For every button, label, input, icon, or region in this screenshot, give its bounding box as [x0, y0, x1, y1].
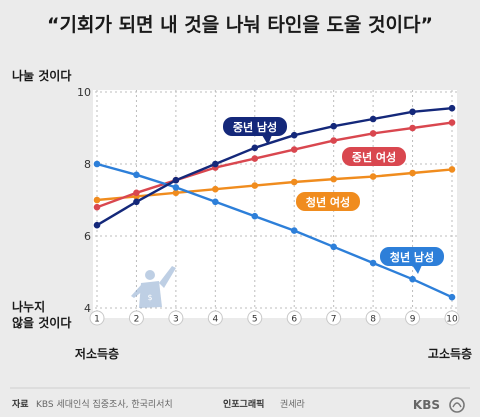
data-point: [369, 173, 377, 180]
headline: “기회가 되면 내 것을 나눠 타인을 도울 것이다”: [47, 14, 433, 36]
tag-midage-male: 중년 남성: [223, 117, 287, 145]
data-point: [448, 293, 456, 301]
series-lines: [93, 104, 456, 301]
y-tick-label: 6: [84, 230, 91, 243]
y-axis: 4 6 8 10: [77, 86, 91, 315]
data-point: [172, 176, 180, 184]
data-point: [409, 169, 416, 177]
data-point: [251, 182, 259, 189]
x-tick-label: 5: [252, 315, 258, 325]
x-tick-badge: [444, 310, 460, 326]
x-tick-badge: [128, 310, 144, 326]
data-point: [290, 178, 298, 186]
svg-text:$: $: [147, 293, 152, 302]
series-line: [96, 168, 453, 202]
person-silhouette-icon: $: [131, 266, 176, 308]
x-tick-label: 3: [173, 315, 179, 325]
tag-young-female: 청년 여성: [296, 192, 360, 211]
data-point: [369, 130, 377, 137]
x-tick-badge: [168, 310, 184, 326]
x-tick-label: 1: [94, 315, 100, 325]
data-point: [448, 166, 456, 173]
x-tick-label: 6: [291, 315, 297, 325]
data-point: [330, 122, 337, 130]
x-tick-badge: [207, 310, 223, 326]
data-point: [93, 221, 101, 229]
tag-young-female-text: 청년 여성: [306, 195, 350, 209]
data-point: [212, 198, 219, 206]
data-point: [93, 160, 101, 168]
x-axis-label-left: 저소득층: [75, 346, 119, 361]
y-tick-label: 4: [84, 302, 91, 315]
data-point: [251, 212, 259, 220]
kbs-logo-text: KBS: [413, 398, 440, 412]
data-point: [448, 119, 456, 126]
data-point: [172, 189, 180, 197]
data-point: [409, 108, 416, 116]
data-point: [409, 124, 416, 132]
tag-midage-female: 중년 여성: [342, 147, 406, 166]
tag-midage-female-text: 중년 여성: [352, 150, 396, 164]
data-point: [409, 275, 416, 283]
source-text: KBS 세대인식 집중조사, 한국리서치: [36, 398, 173, 410]
data-point: [369, 115, 377, 123]
y-axis-label-top: 나눌 것이다: [12, 68, 71, 83]
kbs-logo: KBS: [413, 397, 465, 413]
tag-midage-male-text: 중년 남성: [233, 120, 277, 134]
data-point: [290, 146, 298, 153]
y-axis-label-bottom-line2: 않을 것이다: [12, 315, 71, 330]
series-line: [96, 162, 453, 299]
x-tick-badge: [286, 310, 302, 326]
data-point: [330, 243, 337, 251]
data-point: [330, 137, 337, 144]
data-point: [369, 259, 377, 267]
infographic-author: 권세라: [280, 398, 306, 410]
x-tick-label: 9: [410, 315, 416, 325]
data-point: [93, 203, 101, 211]
data-point: [172, 184, 180, 191]
x-tick-label: 7: [331, 315, 337, 325]
x-tick-label: 8: [370, 315, 376, 325]
y-axis-label-bottom-line1: 나누지: [12, 299, 45, 314]
data-point: [330, 175, 337, 183]
y-tick-label: 8: [84, 158, 91, 171]
x-tick-label: 10: [446, 315, 458, 325]
data-point: [93, 196, 101, 204]
x-tick-label: 4: [212, 315, 218, 325]
source-label: 자료: [12, 398, 29, 410]
x-tick-badge: [365, 310, 381, 326]
x-tick-label: 2: [134, 315, 140, 325]
y-tick-label: 10: [77, 86, 91, 99]
tag-young-male: 청년 남성: [380, 247, 444, 274]
series-line: [96, 107, 453, 227]
data-point: [212, 160, 219, 168]
series-line: [96, 121, 453, 209]
data-point: [251, 144, 259, 152]
x-tick-badge: [326, 310, 342, 326]
data-point: [448, 104, 456, 112]
data-point: [212, 185, 219, 193]
data-point: [290, 227, 298, 234]
data-point: [251, 155, 259, 162]
x-tick-badge: [247, 310, 263, 326]
x-tick-badge: [89, 310, 105, 326]
x-axis: 1 2 3 4 5 6 7 8 9 10: [89, 310, 460, 326]
data-point: [290, 131, 298, 139]
infographic-label: 인포그래픽: [223, 398, 264, 410]
data-point: [133, 189, 140, 197]
data-point: [133, 171, 140, 179]
data-point: [133, 198, 140, 206]
x-tick-badge: [405, 310, 421, 326]
x-axis-label-right: 고소득층: [428, 346, 472, 361]
tag-young-male-text: 청년 남성: [390, 250, 434, 264]
